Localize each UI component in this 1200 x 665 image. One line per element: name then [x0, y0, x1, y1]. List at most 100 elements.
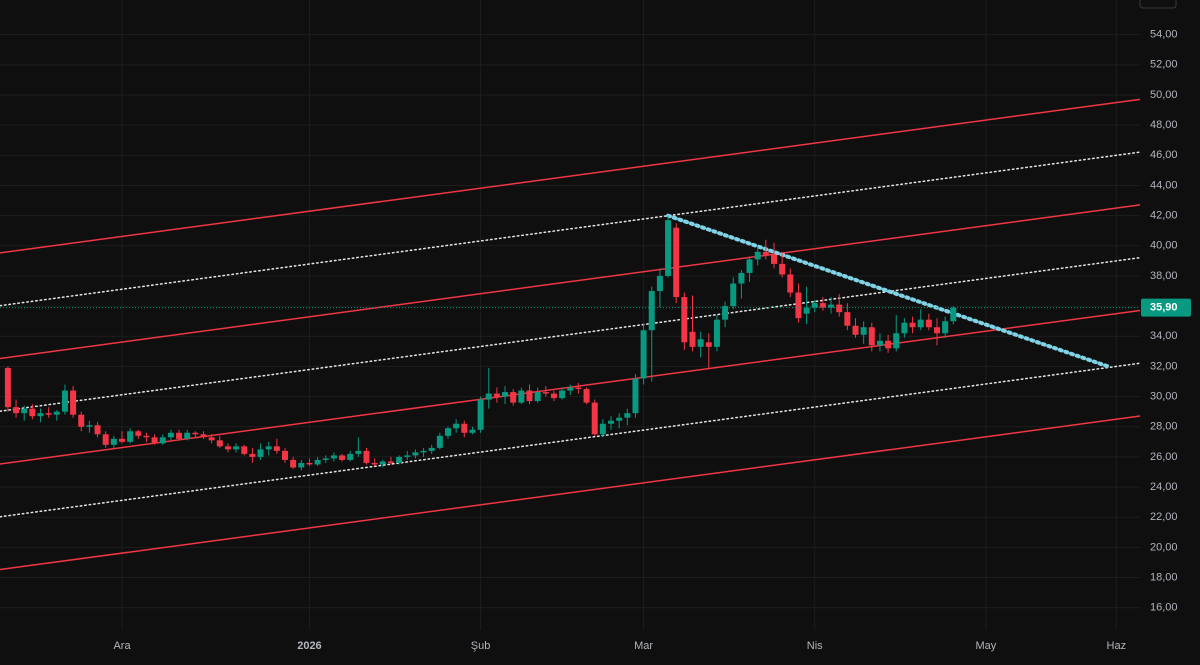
candle-body	[192, 432, 199, 435]
y-tick-label: 16,00	[1150, 602, 1178, 614]
candle-body	[705, 342, 712, 347]
candle-body	[216, 440, 223, 447]
candle-body	[37, 413, 44, 417]
candle-body	[624, 413, 631, 418]
candle-body	[241, 446, 248, 454]
candle-body	[771, 254, 777, 264]
candle-body	[265, 446, 272, 450]
candle-body	[803, 307, 810, 314]
y-tick-label: 30,00	[1150, 390, 1178, 402]
candle-body	[836, 304, 843, 313]
candle-body	[632, 378, 639, 414]
y-tick-label: 46,00	[1150, 149, 1178, 161]
y-tick-label: 34,00	[1150, 330, 1178, 342]
candle-body	[860, 327, 867, 335]
candle-body	[151, 437, 158, 444]
candle-body	[787, 274, 794, 293]
candle-body	[257, 449, 264, 457]
candle-body	[885, 340, 892, 349]
y-tick-label: 52,00	[1150, 59, 1178, 71]
candle-body	[21, 408, 28, 414]
y-tick-label: 42,00	[1150, 210, 1178, 222]
candle-body	[355, 450, 362, 454]
currency-box	[1139, 0, 1177, 9]
candle-body	[893, 333, 900, 349]
candle-body	[143, 435, 150, 438]
candle-body	[942, 321, 949, 334]
candle-body	[53, 411, 60, 415]
y-tick-label: 48,00	[1150, 119, 1178, 131]
candle-body	[779, 263, 786, 275]
candle-body	[119, 438, 125, 442]
candle-body	[656, 275, 663, 292]
candle-body	[730, 283, 737, 307]
candle-body	[13, 407, 20, 414]
y-tick-label: 40,00	[1150, 240, 1178, 252]
candle-body	[844, 312, 851, 326]
candle-body	[233, 446, 240, 450]
x-tick-label: Ara	[113, 640, 131, 652]
candle-body	[273, 446, 280, 451]
candle-body	[208, 437, 215, 441]
candle-body	[738, 272, 745, 284]
y-tick-label: 18,00	[1150, 571, 1178, 583]
candle-body	[909, 322, 916, 328]
candle-body	[387, 461, 394, 463]
candle-body	[754, 251, 761, 260]
y-tick-label: 44,00	[1150, 179, 1178, 191]
candle-body	[534, 392, 541, 402]
candle-body	[379, 461, 386, 465]
candle-body	[306, 462, 313, 465]
candle-body	[322, 458, 329, 460]
candle-body	[697, 339, 704, 347]
y-tick-label: 24,00	[1150, 481, 1178, 493]
candle-body	[282, 450, 288, 460]
candle-body	[934, 327, 940, 334]
candle-body	[493, 393, 500, 397]
candle-body	[876, 340, 883, 346]
candle-body	[404, 455, 411, 457]
candle-body	[901, 322, 908, 334]
candle-body	[371, 462, 378, 465]
candle-body	[526, 390, 533, 402]
candle-body	[665, 220, 672, 276]
x-tick-label: Nis	[807, 640, 823, 652]
candle-body	[428, 447, 435, 451]
candle-body	[363, 450, 370, 463]
x-tick-label: Haz	[1107, 640, 1127, 652]
candle-body	[917, 319, 924, 328]
candle-body	[45, 413, 52, 415]
channel-line	[0, 415, 1141, 571]
y-tick-label: 28,00	[1150, 421, 1178, 433]
candle-body	[396, 456, 403, 463]
y-tick-label: 32,00	[1150, 360, 1178, 372]
candle-body	[950, 307, 957, 322]
candle-body	[339, 455, 346, 460]
candle-body	[852, 325, 859, 335]
candle-body	[4, 367, 11, 408]
candle-body	[453, 423, 460, 429]
candle-body	[616, 417, 623, 421]
x-tick-label: Şub	[471, 640, 491, 652]
candle-body	[477, 399, 484, 430]
candle-body	[420, 450, 427, 453]
y-tick-label: 38,00	[1150, 270, 1178, 282]
y-tick-label: 22,00	[1150, 511, 1178, 523]
candle-body	[412, 452, 419, 456]
candle-body	[78, 414, 85, 427]
dotted-line	[0, 256, 1141, 412]
candle-body	[608, 420, 614, 424]
candle-body	[224, 446, 231, 450]
candle-body	[648, 291, 655, 331]
y-tick-label: 54,00	[1150, 29, 1178, 41]
candle-body	[542, 392, 549, 394]
candle-body	[469, 429, 476, 433]
channel-line	[0, 204, 1141, 360]
candle-body	[298, 462, 305, 468]
candle-body	[713, 319, 720, 347]
candle-body	[681, 297, 688, 343]
candle-body	[583, 389, 590, 403]
candle-body	[485, 393, 492, 400]
candle-body	[445, 428, 451, 436]
